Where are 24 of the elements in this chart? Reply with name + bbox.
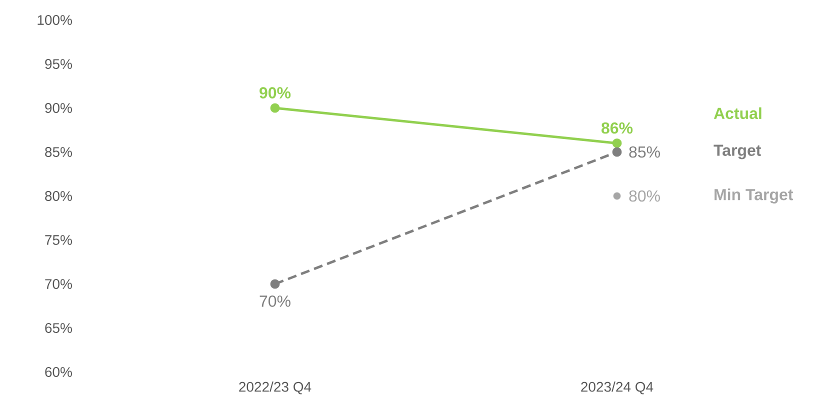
text: Min Target	[714, 188, 794, 204]
point	[612, 138, 622, 148]
y-tick-label: 70%	[45, 279, 72, 289]
y-tick-label: 90%	[45, 103, 72, 113]
y-tick-label: 95%	[45, 59, 72, 69]
point	[270, 103, 280, 113]
y-tick-label: 100%	[38, 15, 72, 25]
y-tick-label: 75%	[45, 235, 72, 245]
data-label: 70%	[260, 296, 290, 307]
x-tick-label: 2023/24 Q4	[581, 382, 654, 394]
point	[612, 147, 622, 157]
y-tick-label: 60%	[45, 367, 72, 377]
x-tick-label: 2022/23 Q4	[239, 382, 312, 394]
data-label: 80%	[629, 190, 660, 202]
data-label: 85%	[629, 146, 660, 158]
text: Target	[714, 144, 762, 160]
text: Actual	[714, 107, 762, 120]
point	[270, 279, 280, 289]
y-tick-label: 65%	[45, 323, 72, 333]
data-label: 86%	[602, 122, 633, 134]
y-tick-label: 85%	[45, 147, 72, 157]
data-label: 90%	[260, 87, 291, 98]
point	[613, 192, 621, 200]
y-tick-label: 80%	[45, 191, 72, 201]
